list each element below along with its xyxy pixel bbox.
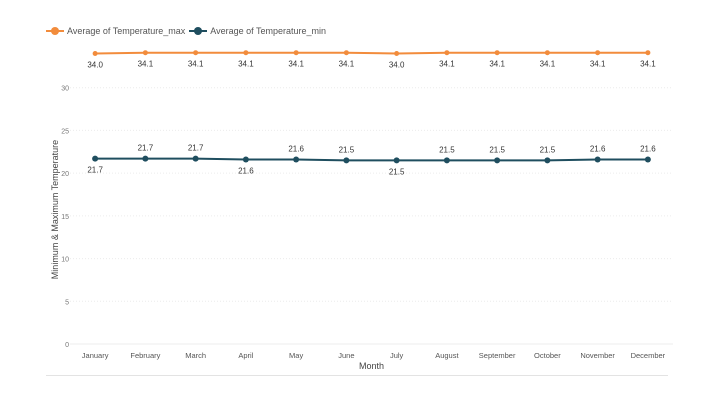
- x-axis-title: Month: [359, 361, 384, 371]
- data-label: 21.5: [339, 145, 355, 154]
- data-label: 34.1: [288, 60, 304, 69]
- data-label: 34.1: [339, 60, 355, 69]
- data-point: [142, 50, 148, 56]
- data-point: [443, 157, 450, 164]
- legend-item-max[interactable]: Average of Temperature_max: [46, 26, 185, 36]
- data-point: [645, 50, 651, 56]
- data-point: [644, 156, 651, 163]
- data-label: 21.6: [640, 144, 656, 153]
- legend-min-label: Average of Temperature_min: [210, 26, 326, 36]
- data-label: 21.5: [540, 145, 556, 154]
- data-label: 34.1: [188, 60, 204, 69]
- data-point: [293, 50, 299, 56]
- legend-max-marker-icon: [46, 26, 64, 36]
- data-label: 34.1: [540, 60, 556, 69]
- x-tick-label: January: [82, 351, 109, 360]
- data-point: [494, 157, 501, 164]
- y-tick-label: 5: [65, 299, 69, 306]
- y-tick-label: 20: [61, 171, 69, 178]
- data-point: [394, 51, 400, 57]
- data-label: 34.1: [640, 60, 656, 69]
- y-axis-title: Minimum & Maximum Temperature: [50, 140, 60, 279]
- legend-min-marker-icon: [189, 26, 208, 36]
- data-point: [544, 157, 551, 164]
- data-point: [343, 157, 350, 164]
- data-label: 21.7: [138, 144, 154, 153]
- data-point: [444, 50, 450, 56]
- data-label: 21.6: [590, 144, 606, 153]
- y-tick-label: 15: [61, 214, 69, 221]
- legend-max-label: Average of Temperature_max: [67, 26, 186, 36]
- data-label: 21.6: [238, 166, 254, 175]
- data-label: 21.5: [389, 167, 405, 176]
- data-point: [142, 155, 149, 162]
- x-tick-label: June: [338, 351, 354, 360]
- series-line-max: [95, 51, 648, 55]
- data-label: 21.7: [188, 144, 204, 153]
- x-tick-label: July: [390, 351, 404, 360]
- x-tick-label: April: [238, 351, 253, 360]
- data-point: [293, 156, 300, 163]
- data-point: [343, 50, 349, 56]
- data-point: [594, 156, 601, 163]
- data-label: 21.5: [489, 145, 505, 154]
- data-point: [595, 50, 601, 56]
- data-label: 21.6: [288, 144, 304, 153]
- x-tick-label: February: [130, 351, 160, 360]
- data-label: 34.0: [389, 61, 405, 70]
- data-point: [494, 50, 500, 56]
- data-label: 34.1: [590, 60, 606, 69]
- data-point: [92, 155, 99, 162]
- bottom-divider: [46, 375, 668, 376]
- data-point: [544, 50, 550, 56]
- y-tick-label: 0: [65, 342, 69, 349]
- data-label: 34.0: [87, 61, 103, 70]
- x-tick-label: December: [631, 351, 666, 360]
- data-label: 34.1: [489, 60, 505, 69]
- y-tick-label: 10: [61, 257, 69, 264]
- data-label: 21.5: [439, 145, 455, 154]
- x-tick-label: November: [580, 351, 615, 360]
- data-label: 34.1: [238, 60, 254, 69]
- data-point: [243, 50, 249, 56]
- data-label: 21.7: [87, 166, 103, 175]
- y-tick-label: 25: [61, 128, 69, 135]
- x-tick-label: May: [289, 351, 303, 360]
- x-tick-label: August: [435, 351, 459, 360]
- data-point: [393, 157, 400, 164]
- data-label: 34.1: [138, 60, 154, 69]
- data-label: 34.1: [439, 60, 455, 69]
- x-tick-label: March: [185, 351, 206, 360]
- x-tick-label: September: [479, 351, 516, 360]
- y-tick-label: 30: [61, 86, 69, 93]
- data-point: [193, 50, 199, 56]
- x-tick-label: October: [534, 351, 561, 360]
- series-line-min: [95, 157, 648, 162]
- legend-item-min[interactable]: Average of Temperature_min: [189, 26, 326, 36]
- data-point: [242, 156, 249, 163]
- chart-legend: Average of Temperature_max Average of Te…: [46, 26, 330, 36]
- data-point: [192, 155, 199, 162]
- data-point: [92, 51, 98, 57]
